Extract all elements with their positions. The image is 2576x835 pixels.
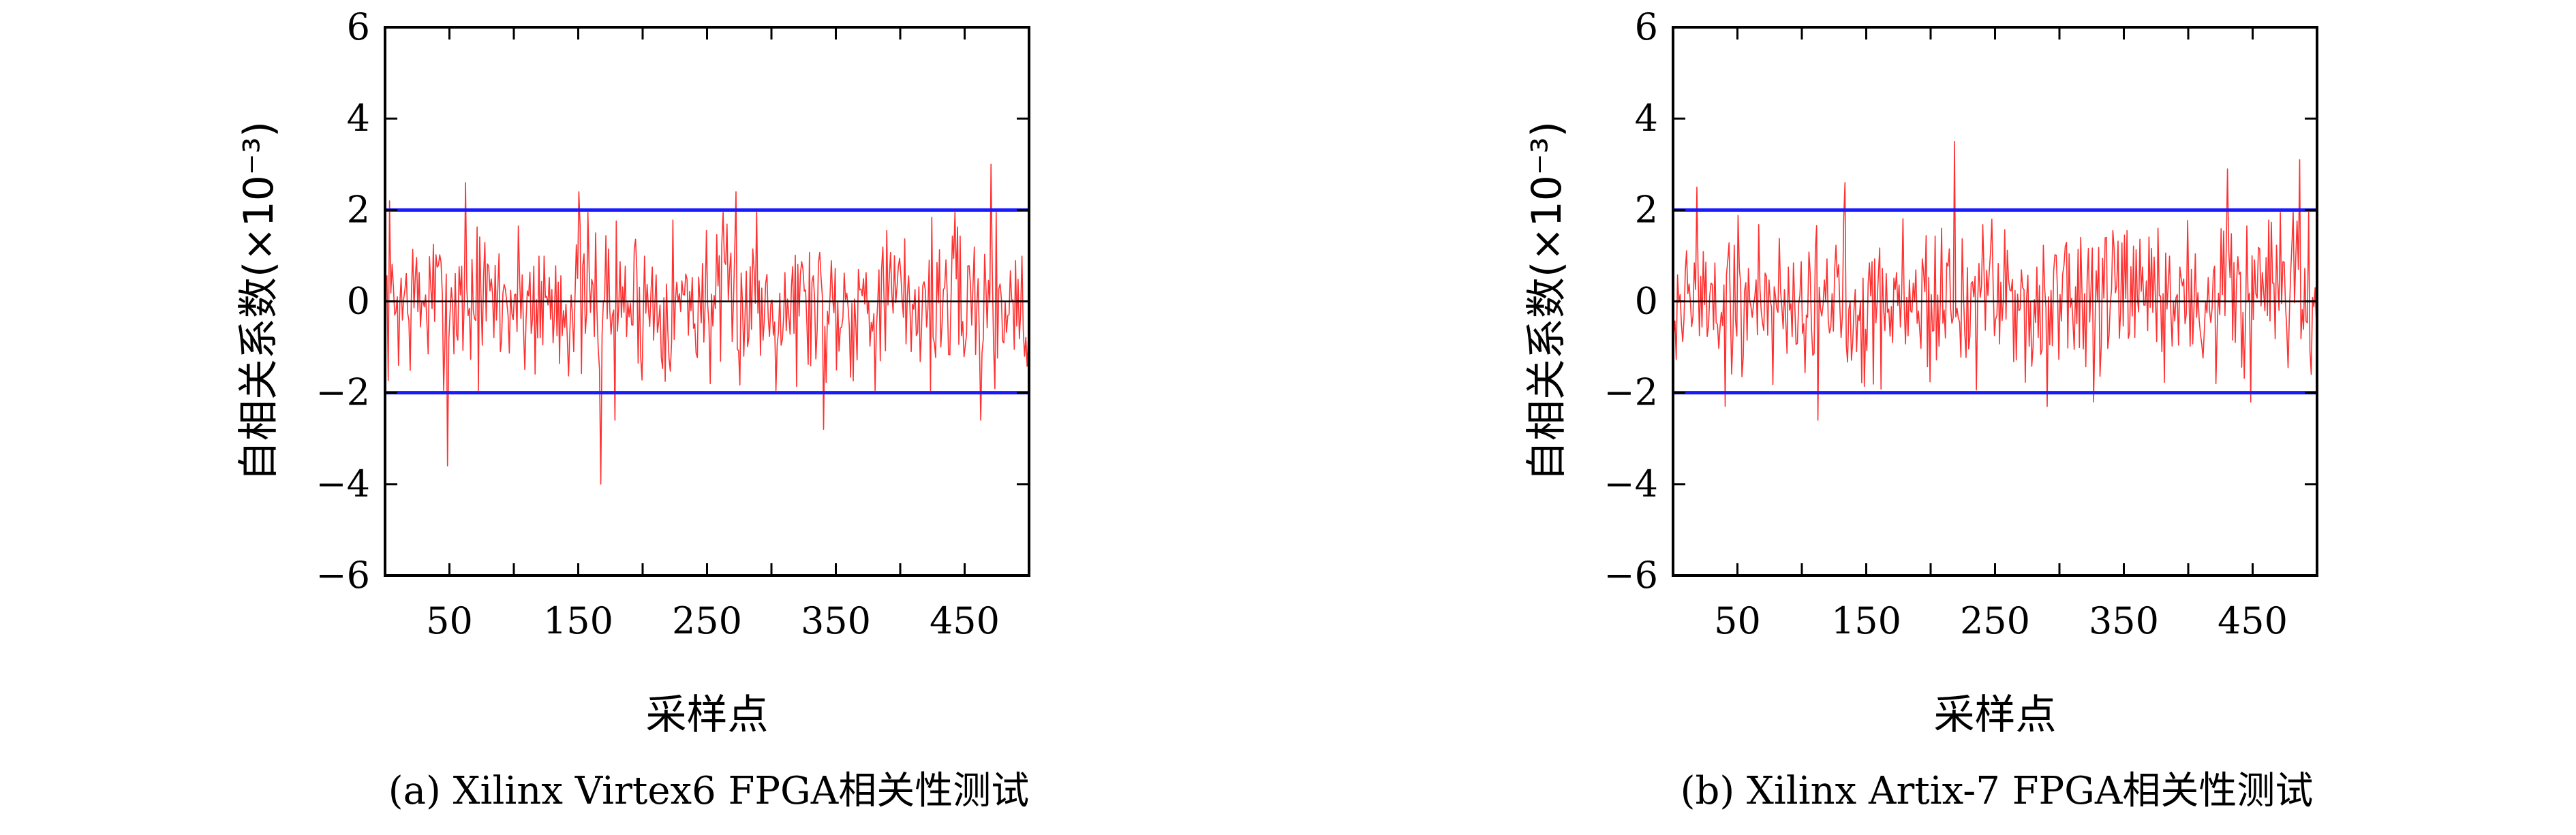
panel-a-y-tick-label: 0 [347, 280, 370, 323]
panel-a-y-tick-label: −2 [316, 371, 370, 414]
panel-b-x-tick-label: 50 [1714, 599, 1761, 642]
panel-a-x-tick-label: 450 [930, 599, 1000, 642]
panel-b-y-tick-label: 0 [1635, 280, 1658, 323]
panel-a-autocorrelation-series [385, 163, 1029, 485]
panel-b-y-tick-label: 2 [1635, 188, 1658, 231]
panel-b-y-axis-label: 自相关系数(×10⁻³) [1523, 121, 1571, 482]
panel-b-caption: (b) Xilinx Artix-7 FPGA相关性测试 [1681, 769, 2314, 813]
panel-a-x-tick-label: 150 [543, 599, 613, 642]
panel-b-x-tick-label: 150 [1831, 599, 1901, 642]
chart-panel-a: −6 −4 −2 0 2 4 6 50 150 250 350 450 采样点 自相关系数(×10⁻³… [235, 5, 1030, 813]
panel-b-ticks-group: −6 −4 −2 0 2 4 6 50 150 250 350 450 [1604, 5, 2317, 642]
panel-a-x-tick-label: 50 [426, 599, 473, 642]
panel-a-caption: (a) Xilinx Virtex6 FPGA相关性测试 [388, 769, 1029, 813]
panel-b-x-tick-label: 250 [1960, 599, 2030, 642]
panel-b-x-tick-label: 350 [2089, 599, 2159, 642]
panel-b-autocorrelation-series [1673, 140, 2317, 421]
panel-b-y-tick-label: −4 [1604, 462, 1658, 505]
panel-b-y-tick-label: 4 [1635, 97, 1658, 140]
panel-a-y-tick-label: 2 [347, 188, 370, 231]
chart-panel-b: −6 −4 −2 0 2 4 6 50 150 250 350 450 采样点 自相关系数(×10⁻³… [1523, 5, 2318, 813]
panel-b-y-tick-label: 6 [1635, 5, 1658, 48]
panel-a-x-tick-label: 350 [801, 599, 871, 642]
panel-b-x-tick-label: 450 [2218, 599, 2288, 642]
panel-a-y-tick-label: −4 [316, 462, 370, 505]
panel-a-y-tick-label: 6 [347, 5, 370, 48]
panel-a-x-axis-label: 采样点 [646, 691, 769, 739]
panel-a-x-tick-label: 250 [672, 599, 742, 642]
panel-a-y-tick-label: −6 [316, 554, 370, 597]
panel-a-y-axis-label: 自相关系数(×10⁻³) [235, 121, 283, 482]
panel-a-ticks-group: −6 −4 −2 0 2 4 6 50 150 250 350 450 [316, 5, 1029, 642]
panel-b-x-axis-label: 采样点 [1934, 691, 2057, 739]
panel-a-series-group [385, 163, 1029, 485]
panel-b-y-tick-label: −2 [1604, 371, 1658, 414]
panel-b-series-group [1673, 140, 2317, 421]
panel-a-y-tick-label: 4 [347, 97, 370, 140]
panel-b-y-tick-label: −6 [1604, 554, 1658, 597]
